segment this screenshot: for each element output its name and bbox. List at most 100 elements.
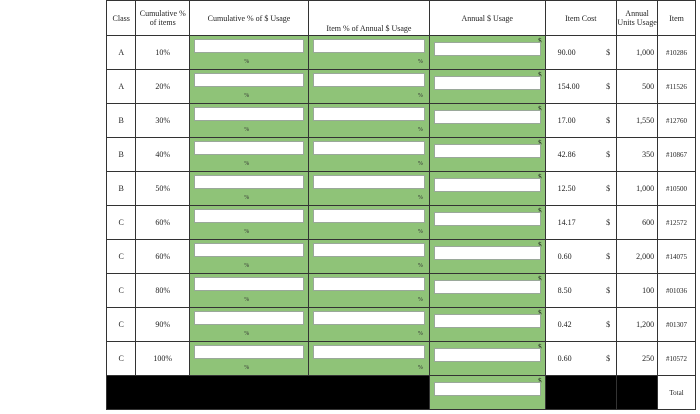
item-cost-value: 90.00 bbox=[557, 48, 576, 57]
cumulative-usage-cell[interactable]: % bbox=[189, 307, 309, 342]
cost-dollar-sign: $ bbox=[606, 354, 611, 363]
item-cost-value: 0.60 bbox=[557, 252, 572, 261]
item-pct-usage-cell[interactable]: % bbox=[307, 35, 430, 70]
cumulative-usage-input[interactable] bbox=[194, 175, 304, 189]
cumulative-usage-input[interactable] bbox=[194, 73, 304, 87]
item-number-cell: #01307 bbox=[657, 307, 696, 342]
item-pct-usage-cell[interactable]: % bbox=[307, 341, 430, 376]
item-pct-usage-cell[interactable]: % bbox=[307, 69, 430, 104]
item-pct-usage-input[interactable] bbox=[312, 141, 425, 155]
cost-dollar-sign: $ bbox=[606, 48, 611, 57]
annual-usage-cell[interactable]: $ bbox=[428, 137, 546, 172]
annual-usage-input[interactable] bbox=[433, 348, 541, 362]
cumulative-usage-input[interactable] bbox=[194, 277, 304, 291]
item-pct-usage-input[interactable] bbox=[312, 243, 425, 257]
item-cost-cell: 17.00 $ bbox=[544, 103, 618, 138]
item-pct-usage-input[interactable] bbox=[312, 345, 425, 359]
percent-sign: % bbox=[244, 263, 250, 269]
annual-usage-input[interactable] bbox=[433, 212, 541, 226]
item-pct-usage-cell[interactable]: % bbox=[307, 103, 430, 138]
annual-units-cell: 1,000 bbox=[616, 35, 659, 70]
cumulative-usage-cell[interactable]: % bbox=[189, 341, 309, 376]
cumulative-usage-cell[interactable]: % bbox=[189, 103, 309, 138]
item-cost-value: 42.86 bbox=[557, 150, 576, 159]
annual-usage-cell[interactable]: $ bbox=[428, 69, 546, 104]
annual-usage-input[interactable] bbox=[433, 280, 541, 294]
dollar-sign: $ bbox=[538, 71, 542, 79]
item-pct-usage-cell[interactable]: % bbox=[307, 171, 430, 206]
annual-usage-input[interactable] bbox=[433, 76, 541, 90]
dollar-sign: $ bbox=[538, 241, 542, 249]
annual-usage-input[interactable] bbox=[433, 314, 541, 328]
item-pct-usage-cell[interactable]: % bbox=[307, 137, 430, 172]
item-cost-cell: 0.60 $ bbox=[544, 341, 618, 376]
item-pct-usage-input[interactable] bbox=[312, 175, 425, 189]
cumulative-usage-cell[interactable]: % bbox=[189, 171, 309, 206]
dollar-sign: $ bbox=[538, 377, 542, 385]
annual-usage-total-input[interactable] bbox=[433, 382, 541, 396]
annual-usage-cell[interactable]: $ bbox=[428, 341, 546, 376]
annual-usage-input[interactable] bbox=[433, 246, 541, 260]
item-pct-usage-input[interactable] bbox=[312, 277, 425, 291]
percent-sign: % bbox=[244, 161, 250, 167]
dollar-sign: $ bbox=[538, 343, 542, 351]
annual-usage-cell[interactable]: $ bbox=[428, 35, 546, 70]
cumulative-usage-cell[interactable]: % bbox=[189, 239, 309, 274]
item-cost-cell: 12.50 $ bbox=[544, 171, 618, 206]
item-pct-usage-input[interactable] bbox=[312, 311, 425, 325]
annual-usage-input[interactable] bbox=[433, 110, 541, 124]
annual-usage-input[interactable] bbox=[433, 178, 541, 192]
annual-usage-cell[interactable]: $ bbox=[428, 103, 546, 138]
annual-units-cell: 500 bbox=[616, 69, 659, 104]
item-pct-usage-cell[interactable]: % bbox=[307, 273, 430, 308]
dollar-sign: $ bbox=[538, 105, 542, 113]
annual-usage-cell[interactable]: $ bbox=[428, 239, 546, 274]
cost-dollar-sign: $ bbox=[606, 286, 611, 295]
annual-usage-input[interactable] bbox=[433, 42, 541, 56]
cumulative-usage-input[interactable] bbox=[194, 345, 304, 359]
item-cost-cell: 0.60 $ bbox=[544, 239, 618, 274]
item-number-cell: #01036 bbox=[657, 273, 696, 308]
table-row: B 40%%% $42.86 $350 #10867 bbox=[105, 137, 696, 172]
table-row: A 20%%% $154.00 $500 #11526 bbox=[105, 69, 696, 104]
item-cost-cell: 8.50 $ bbox=[544, 273, 618, 308]
annual-usage-cell[interactable]: $ bbox=[428, 205, 546, 240]
cumulative-usage-input[interactable] bbox=[194, 141, 304, 155]
cumulative-items-cell: 100% bbox=[135, 341, 191, 376]
annual-usage-input[interactable] bbox=[433, 144, 541, 158]
percent-sign: % bbox=[417, 365, 423, 371]
item-pct-usage-input[interactable] bbox=[312, 209, 425, 223]
percent-sign: % bbox=[244, 127, 250, 133]
percent-sign: % bbox=[244, 229, 250, 235]
cumulative-usage-cell[interactable]: % bbox=[189, 205, 309, 240]
cumulative-usage-cell[interactable]: % bbox=[189, 273, 309, 308]
annual-usage-cell[interactable]: $ bbox=[428, 307, 546, 342]
cumulative-usage-input[interactable] bbox=[194, 243, 304, 257]
item-pct-usage-cell[interactable]: % bbox=[307, 239, 430, 274]
cost-dollar-sign: $ bbox=[606, 320, 611, 329]
dollar-sign: $ bbox=[538, 309, 542, 317]
annual-usage-cell[interactable]: $ bbox=[428, 273, 546, 308]
percent-sign: % bbox=[244, 297, 250, 303]
annual-usage-total-cell[interactable]: $ bbox=[428, 375, 546, 410]
cumulative-usage-input[interactable] bbox=[194, 39, 304, 53]
cumulative-usage-input[interactable] bbox=[194, 107, 304, 121]
cumulative-items-cell: 80% bbox=[135, 273, 191, 308]
annual-usage-cell[interactable]: $ bbox=[428, 171, 546, 206]
item-pct-usage-input[interactable] bbox=[312, 39, 425, 53]
cumulative-usage-cell[interactable]: % bbox=[189, 137, 309, 172]
cumulative-usage-cell[interactable]: % bbox=[189, 69, 309, 104]
cumulative-usage-cell[interactable]: % bbox=[189, 35, 309, 70]
cumulative-usage-input[interactable] bbox=[194, 311, 304, 325]
dollar-sign: $ bbox=[538, 173, 542, 181]
item-pct-usage-cell[interactable]: % bbox=[307, 307, 430, 342]
annual-units-cell: 350 bbox=[616, 137, 659, 172]
item-pct-usage-input[interactable] bbox=[312, 73, 425, 87]
class-cell: B bbox=[105, 171, 137, 206]
item-pct-usage-cell[interactable]: % bbox=[307, 205, 430, 240]
item-cost-value: 8.50 bbox=[557, 286, 572, 295]
cumulative-usage-input[interactable] bbox=[194, 209, 304, 223]
cumulative-items-cell: 50% bbox=[135, 171, 191, 206]
item-pct-usage-input[interactable] bbox=[312, 107, 425, 121]
total-label: Total bbox=[657, 375, 696, 410]
